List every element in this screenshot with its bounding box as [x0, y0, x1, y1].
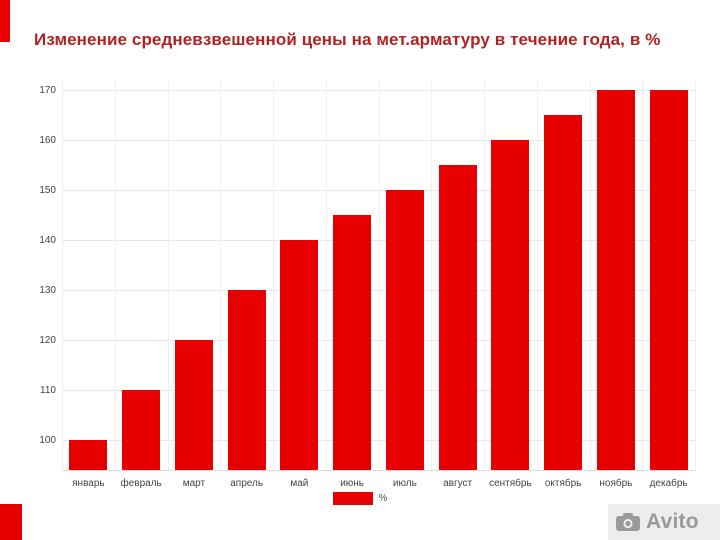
x-axis-category-label: июнь	[340, 478, 365, 489]
gridline-vertical	[431, 78, 433, 470]
red-accent-bottom-left	[0, 504, 22, 540]
x-axis-category-label: октябрь	[544, 478, 582, 489]
legend-label: %	[378, 493, 388, 504]
bar	[491, 140, 530, 470]
gridline-vertical	[378, 78, 380, 470]
x-axis-line	[62, 470, 695, 471]
x-axis-category-label: январь	[72, 478, 105, 489]
y-axis-tick-label: 170	[39, 85, 56, 96]
bar	[596, 90, 635, 470]
bar	[69, 440, 108, 470]
bar	[544, 115, 583, 470]
x-axis-category-label: май	[290, 478, 309, 489]
avito-logo-text: Avito	[646, 510, 699, 533]
y-axis-tick-label: 140	[39, 235, 56, 246]
x-axis-category-label: декабрь	[649, 478, 688, 489]
gridline-vertical	[642, 78, 644, 470]
x-axis-category-label: апрель	[230, 478, 264, 489]
x-axis-category-label: ноябрь	[599, 478, 633, 489]
gridline-vertical	[589, 78, 591, 470]
gridline-vertical	[695, 78, 696, 470]
y-axis-tick-label: 110	[40, 385, 56, 396]
x-axis-category-label: сентябрь	[489, 478, 532, 489]
y-axis-tick-label: 120	[39, 335, 56, 346]
bar	[385, 190, 424, 470]
y-axis-tick-label: 160	[39, 135, 56, 146]
gridline-vertical	[62, 78, 63, 470]
bar	[227, 290, 266, 470]
bar	[174, 340, 213, 470]
bar	[280, 240, 319, 470]
x-axis-category-label: март	[182, 478, 206, 489]
y-axis-tick-label: 100	[39, 435, 56, 446]
legend-color-swatch	[332, 492, 373, 505]
bar	[649, 90, 688, 470]
y-axis-tick-label: 130	[39, 285, 56, 296]
chart-title: Изменение средневзвешенной цены на мет.а…	[34, 30, 661, 49]
gridline-vertical	[325, 78, 327, 470]
gridline-vertical	[220, 78, 222, 470]
camera-icon	[616, 513, 640, 531]
x-axis-category-label: июль	[392, 478, 417, 489]
gridline-vertical	[114, 78, 116, 470]
bar	[333, 215, 372, 470]
x-axis-category-label: февраль	[120, 478, 162, 489]
x-axis-category-label: август	[443, 478, 473, 489]
gridline-vertical	[273, 78, 274, 470]
gridline-vertical	[167, 78, 169, 470]
y-axis-tick-label: 150	[39, 185, 56, 196]
bar	[438, 165, 477, 470]
gridline-vertical	[484, 78, 485, 470]
gridline-vertical	[536, 78, 538, 470]
bar	[122, 390, 161, 470]
red-accent-top-left	[0, 0, 10, 42]
chart-legend: %	[0, 492, 720, 505]
avito-watermark: Avito	[608, 504, 720, 540]
